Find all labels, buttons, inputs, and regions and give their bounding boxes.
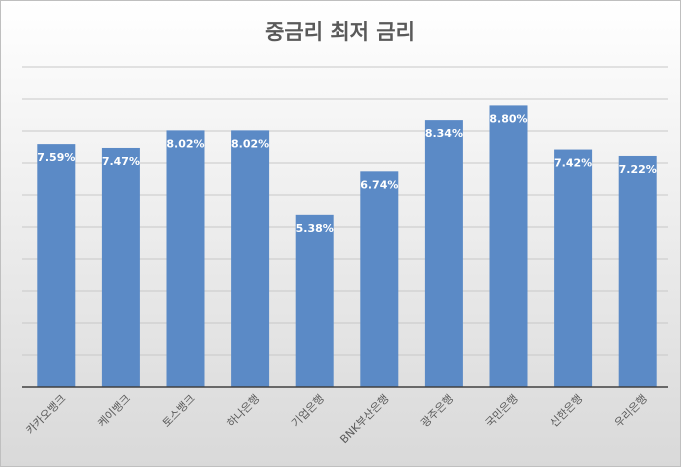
bar (295, 214, 334, 387)
bar (618, 155, 657, 387)
data-label: 8.80% (489, 112, 527, 125)
bar (37, 144, 76, 387)
data-label: 7.42% (554, 157, 592, 170)
bar (424, 120, 463, 388)
bar (554, 149, 593, 387)
bar (489, 105, 528, 388)
chart-title: 중금리 최저 금리 (265, 20, 415, 44)
data-label: 8.02% (166, 137, 204, 150)
bar (360, 171, 399, 387)
data-label: 8.34% (425, 127, 463, 140)
data-label: 7.22% (619, 163, 657, 176)
bar (231, 130, 270, 388)
bar (101, 147, 140, 387)
data-label: 7.47% (102, 155, 140, 168)
data-label: 5.38% (296, 222, 334, 235)
data-label: 7.59% (37, 151, 75, 164)
data-label: 8.02% (231, 137, 269, 150)
bar (166, 130, 205, 388)
data-label: 6.74% (360, 178, 398, 191)
